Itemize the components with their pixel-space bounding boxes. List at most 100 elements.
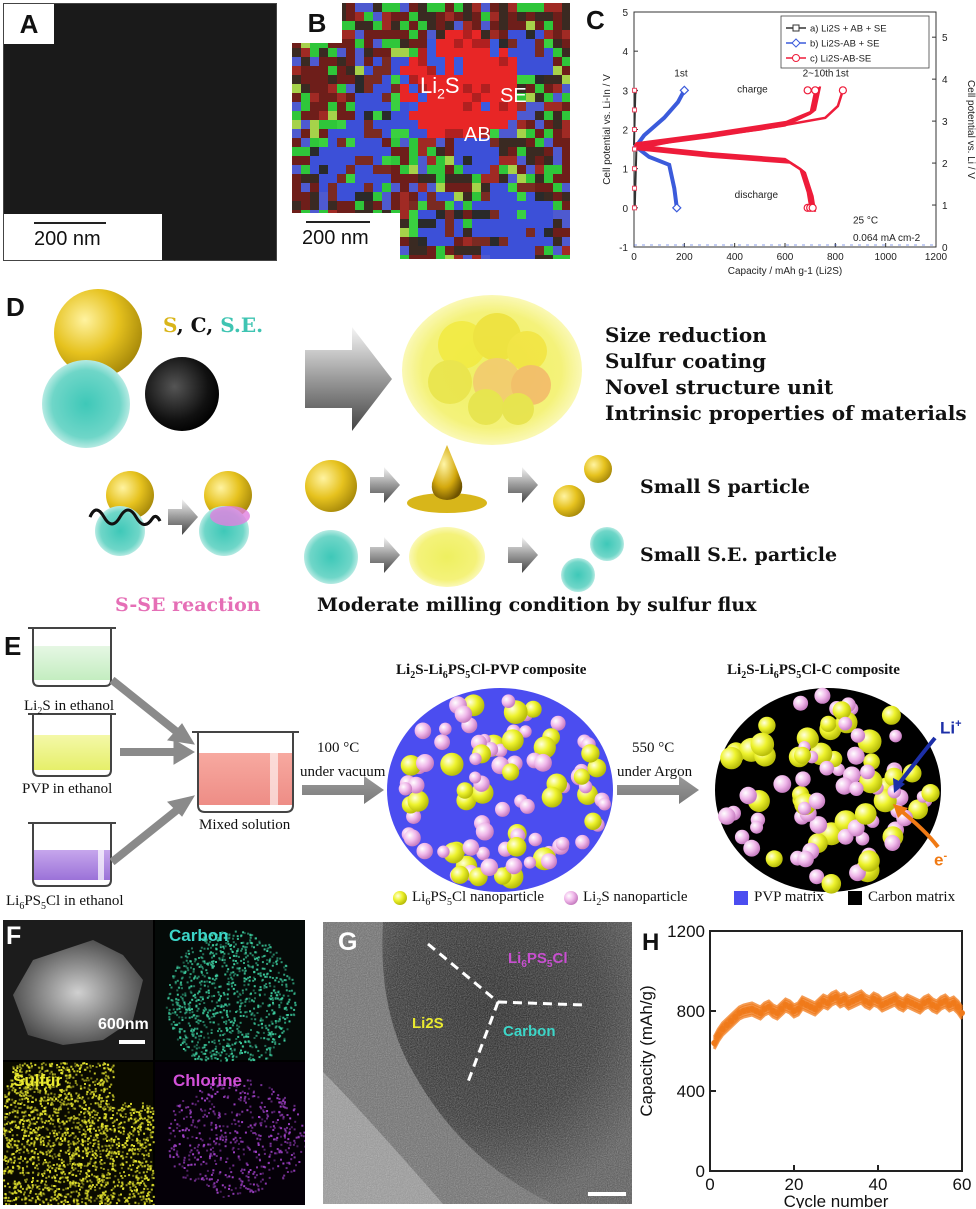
li6ps5cl-nanoparticle: [501, 729, 524, 752]
series-c-charge: [635, 86, 822, 145]
y-tick-label: 3: [622, 86, 628, 97]
li2s-nanoparticle: [838, 716, 853, 731]
y-tick-label: -1: [619, 243, 628, 254]
y-tick-label: 800: [677, 1002, 705, 1021]
panel-e-letter: E: [4, 631, 22, 661]
flux-drop: [431, 445, 463, 500]
data-point: [917, 1004, 923, 1010]
series-c-first-charge: [633, 89, 845, 151]
scale-bar-box: 200 nm: [4, 214, 162, 260]
data-point: [786, 1004, 793, 1010]
panel-g: G Li6PS5Cl Li2S Carbon: [323, 922, 632, 1204]
data-point: [942, 998, 949, 1004]
y-axis-label: Capacity (mAh/g): [637, 985, 656, 1116]
x-axis-label: Capacity / mAh g-1 (Li2S): [728, 266, 843, 277]
li2s-nanoparticle: [534, 753, 552, 772]
li2s-nanoparticle: [575, 834, 590, 850]
data-point: [711, 1040, 718, 1046]
panel-h-letter: H: [642, 929, 659, 956]
li2s-nanoparticle: [523, 856, 537, 869]
li6ps5cl-nanoparticle: [881, 705, 901, 725]
li6ps5cl-nanoparticle: [854, 803, 877, 825]
step2-cond: under Argon: [617, 764, 693, 780]
li2s-nanoparticle: [541, 853, 557, 870]
li2s-nanoparticle: [555, 836, 570, 851]
scale-bar-line: [34, 222, 106, 224]
series-c-marker: [803, 86, 812, 95]
eds-maps: [3, 920, 305, 1205]
series-a-marker: [632, 87, 638, 93]
y-tick-label: 0: [622, 204, 628, 215]
li6ps5cl-nanoparticle: [506, 837, 527, 857]
li2s-nanoparticle: [550, 715, 566, 731]
li2s-nanoparticle: [850, 728, 866, 743]
li6ps5cl-nanoparticle: [456, 782, 474, 799]
li2s-nanoparticle: [809, 816, 828, 834]
x-tick-label: 1000: [875, 252, 898, 263]
moderate-label: Moderate milling condition by sulfur flu…: [317, 594, 757, 616]
strategy-item: Sulfur coating: [605, 349, 767, 373]
legend-s-c-se: S, C, S.E.: [163, 313, 264, 337]
data-point: [732, 1014, 739, 1020]
mixed-label: Mixed solution: [199, 817, 291, 833]
tem-scale-bar: [588, 1192, 626, 1196]
legend-entry: a) Li2S + AB + SE: [810, 24, 887, 35]
legend-pink-ball: [564, 891, 578, 905]
li2s-nanoparticle: [797, 850, 814, 868]
x-tick-label: 0: [631, 252, 637, 263]
beaker-label-pvp: PVP in ethanol: [22, 781, 113, 797]
data-point: [950, 1000, 957, 1006]
legend-s: S: [163, 313, 177, 337]
legend-entry: b) Li2S-AB + SE: [810, 39, 879, 50]
data-point: [833, 994, 839, 1000]
y-right-tick-label: 3: [942, 117, 948, 128]
li6ps5cl-nanoparticle: [908, 799, 928, 820]
li6ps5cl-nanoparticle: [832, 701, 851, 720]
x-tick-label: 600: [777, 252, 794, 263]
y-tick-label: 1200: [667, 922, 705, 941]
li2s-nanoparticle: [819, 760, 834, 776]
map-carbon-label: Carbon: [169, 926, 229, 945]
y-right-tick-label: 5: [942, 33, 948, 44]
data-point: [774, 1010, 781, 1016]
small-arrow-1: [168, 499, 198, 535]
li6ps5cl-nanoparticle: [440, 752, 464, 776]
x-axis-label: Cycle number: [784, 1192, 889, 1208]
strategy-item: Size reduction: [605, 323, 767, 347]
beaker-li6ps5cl: [28, 822, 116, 887]
y-axis-label: Cell potential vs. Li-In / V: [602, 74, 613, 185]
li2s-nanoparticle: [434, 734, 450, 750]
sulfur-particle: [54, 289, 142, 377]
data-point: [866, 1000, 873, 1006]
series-c-discharge: [635, 148, 817, 212]
data-point: [795, 1006, 802, 1012]
li-plus-arrow: [896, 736, 937, 787]
chart-h: H 0 20 40 60 0 400 800 1200 Cycle number Capacity …: [637, 922, 971, 1208]
y-right-tick-label: 1: [942, 201, 948, 212]
tem-image: [323, 922, 632, 1204]
li6ps5cl-nanoparticle: [443, 842, 465, 864]
li2s-nanoparticle: [598, 797, 611, 811]
data-point: [715, 1032, 722, 1038]
flux-puddle: [407, 493, 487, 513]
strategy-list: Size reduction Sulfur coating Novel stru…: [605, 322, 967, 426]
step2-temp: 550 °C: [632, 740, 675, 756]
li2s-nanoparticle: [439, 722, 452, 736]
data-point: [816, 1002, 823, 1008]
li6ps5cl-nanoparticle: [921, 784, 940, 803]
panel-b: B Li2S SE AB 200 nm: [292, 3, 570, 259]
series-b-marker: [679, 85, 690, 96]
data-point: [925, 998, 932, 1004]
y-right-axis-label: Cell potential vs. Li / V: [965, 80, 976, 179]
step1-cond: under vacuum: [300, 764, 386, 780]
li2s-nanoparticle: [403, 829, 421, 847]
li6ps5cl-nanoparticle: [750, 732, 775, 757]
li2s-nanoparticle: [495, 801, 510, 817]
x-tick-label: 20: [785, 1175, 804, 1194]
se-particle: [42, 360, 130, 448]
li2s-nanoparticle: [469, 752, 482, 766]
legend-carbon-square: [848, 891, 862, 905]
series-a-marker: [632, 107, 638, 113]
annotation-range: 2~10th: [803, 69, 834, 80]
data-point: [812, 1006, 818, 1012]
